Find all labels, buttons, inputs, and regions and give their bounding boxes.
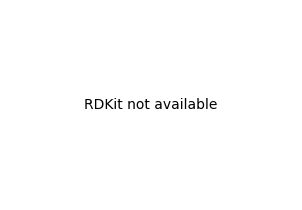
Text: RDKit not available: RDKit not available: [84, 98, 218, 112]
